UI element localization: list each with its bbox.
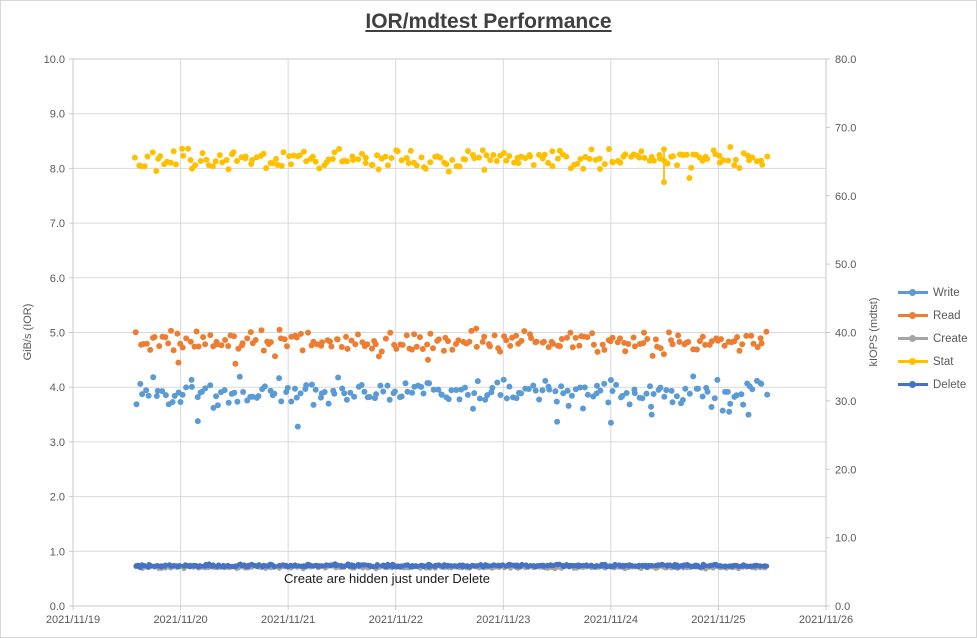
svg-text:9.0: 9.0 [50, 109, 65, 121]
svg-text:60.0: 60.0 [835, 191, 856, 203]
svg-text:2021/11/19: 2021/11/19 [46, 614, 100, 626]
series-delete [133, 561, 770, 571]
svg-text:0.0: 0.0 [50, 601, 65, 613]
svg-text:50.0: 50.0 [835, 259, 856, 271]
svg-text:7.0: 7.0 [50, 218, 65, 230]
legend-item-write[interactable]: Write [898, 284, 968, 301]
svg-text:10.0: 10.0 [44, 54, 65, 66]
svg-text:2021/11/26: 2021/11/26 [799, 614, 853, 626]
legend-item-create[interactable]: Create [898, 330, 968, 347]
svg-text:30.0: 30.0 [835, 396, 856, 408]
legend-marker-write-icon [898, 288, 928, 296]
legend-label: Create [933, 332, 968, 345]
svg-text:0.0: 0.0 [835, 601, 850, 613]
svg-text:2021/11/24: 2021/11/24 [584, 614, 638, 626]
svg-text:2021/11/20: 2021/11/20 [153, 614, 207, 626]
svg-text:70.0: 70.0 [835, 122, 856, 134]
svg-text:2021/11/23: 2021/11/23 [476, 614, 530, 626]
legend: Write Read Create Stat Delete [898, 284, 968, 393]
legend-dot-create-icon [909, 334, 916, 342]
svg-text:40.0: 40.0 [835, 328, 856, 340]
legend-dot-write-icon [909, 288, 916, 296]
legend-label: Read [933, 309, 961, 322]
legend-label: Write [933, 286, 960, 299]
legend-dot-stat-icon [909, 357, 916, 365]
legend-dot-delete-icon [909, 380, 916, 388]
svg-text:2021/11/21: 2021/11/21 [261, 614, 315, 626]
svg-text:4.0: 4.0 [50, 382, 65, 394]
chart-annotation: Create are hidden just under Delete [284, 571, 490, 586]
legend-marker-create-icon [898, 334, 928, 342]
svg-text:8.0: 8.0 [50, 163, 65, 175]
svg-text:6.0: 6.0 [50, 273, 65, 285]
chart-title: IOR/mdtest Performance [365, 10, 612, 33]
legend-dot-read-icon [909, 311, 916, 319]
legend-marker-stat-icon [898, 357, 928, 365]
svg-text:2.0: 2.0 [50, 492, 65, 504]
left-axis-title: GiB/s (IOR) [22, 303, 34, 361]
series-write [133, 373, 771, 430]
svg-text:5.0: 5.0 [50, 328, 65, 340]
legend-item-stat[interactable]: Stat [898, 353, 968, 370]
legend-marker-read-icon [898, 311, 928, 319]
svg-text:2021/11/25: 2021/11/25 [691, 614, 745, 626]
legend-label: Delete [933, 378, 967, 391]
right-axis-title: kIOPS (mdtst) [868, 297, 880, 367]
legend-label: Stat [933, 355, 954, 368]
svg-text:20.0: 20.0 [835, 464, 856, 476]
svg-text:3.0: 3.0 [50, 437, 65, 449]
svg-text:1.0: 1.0 [50, 546, 65, 558]
legend-item-delete[interactable]: Delete [898, 376, 968, 393]
svg-text:80.0: 80.0 [835, 54, 856, 66]
svg-text:2021/11/22: 2021/11/22 [369, 614, 423, 626]
legend-marker-delete-icon [898, 380, 928, 388]
legend-item-read[interactable]: Read [898, 307, 968, 324]
svg-text:10.0: 10.0 [835, 533, 856, 545]
series-stat [131, 144, 771, 181]
series-read [132, 325, 770, 367]
